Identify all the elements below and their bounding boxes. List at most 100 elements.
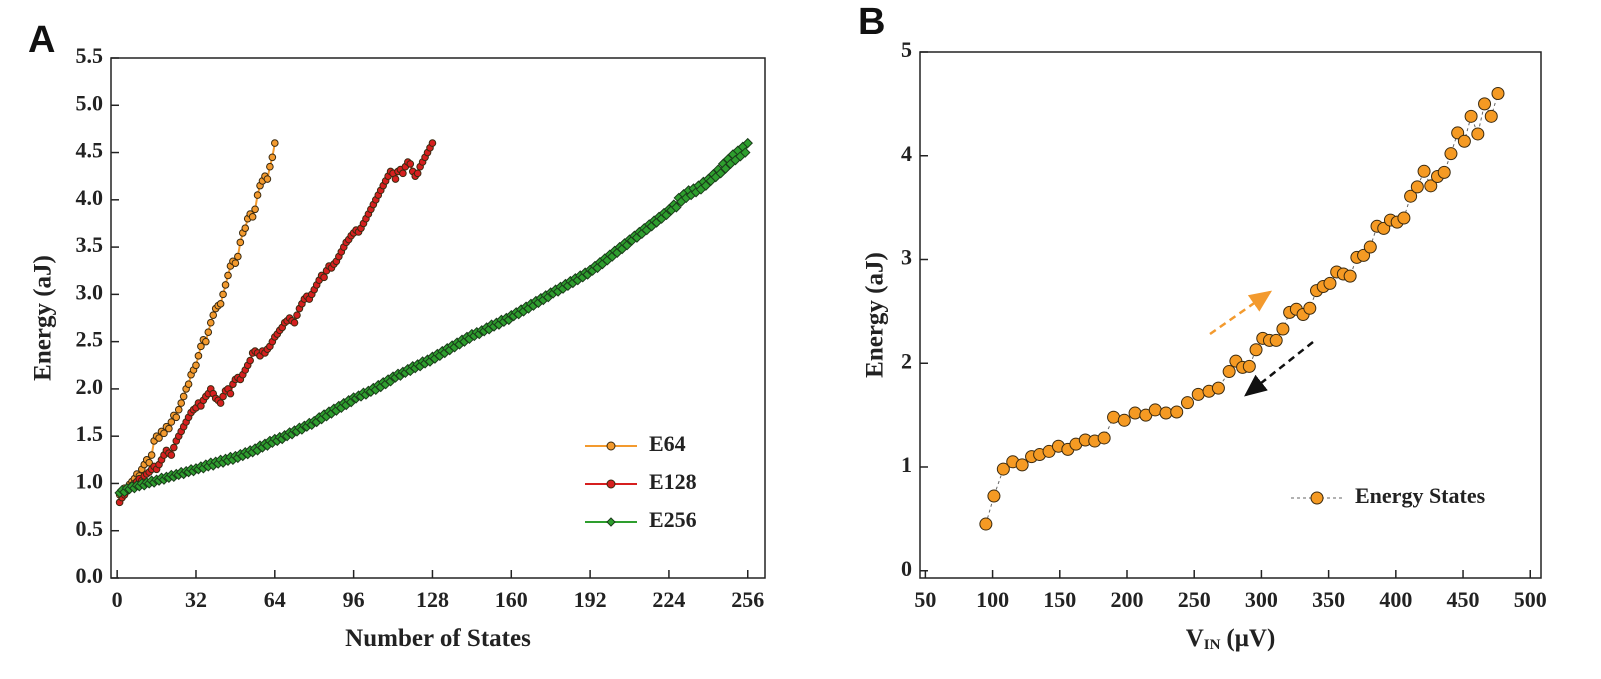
data-point bbox=[1303, 301, 1317, 315]
y-tick-label: 1.5 bbox=[76, 421, 104, 446]
data-point bbox=[167, 451, 176, 459]
data-point bbox=[160, 429, 168, 438]
data-point bbox=[184, 380, 193, 388]
data-point bbox=[1170, 405, 1184, 419]
data-point bbox=[1404, 189, 1418, 203]
data-point bbox=[177, 399, 186, 407]
data-point bbox=[224, 271, 232, 280]
data-point bbox=[293, 311, 301, 319]
data-point bbox=[216, 399, 225, 407]
data-point bbox=[1276, 322, 1290, 336]
panel-label: A bbox=[28, 19, 55, 61]
data-point bbox=[1343, 269, 1357, 283]
data-point bbox=[236, 238, 245, 247]
data-point bbox=[987, 489, 1001, 503]
data-point bbox=[202, 337, 210, 346]
x-axis-label: VIN (μV) bbox=[1186, 625, 1276, 654]
data-point bbox=[172, 413, 181, 422]
data-point bbox=[1097, 431, 1111, 445]
data-point bbox=[155, 434, 163, 442]
data-point bbox=[1211, 381, 1225, 395]
data-point bbox=[1410, 180, 1424, 194]
data-point bbox=[167, 418, 176, 426]
data-point bbox=[145, 458, 153, 467]
data-point bbox=[1478, 97, 1492, 111]
data-point bbox=[1471, 127, 1485, 141]
x-tick-label: 160 bbox=[495, 587, 528, 612]
data-point bbox=[1222, 365, 1236, 379]
x-axis-label-main: V bbox=[1186, 625, 1204, 652]
x-axis-label-sub: IN bbox=[1204, 637, 1221, 653]
x-tick-label: 224 bbox=[652, 587, 685, 612]
x-tick-label: 300 bbox=[1245, 587, 1278, 612]
x-tick-label: 200 bbox=[1111, 587, 1144, 612]
y-tick-label: 5 bbox=[901, 37, 912, 62]
data-point bbox=[194, 352, 203, 360]
y-tick-label: 5.5 bbox=[76, 43, 104, 68]
data-point bbox=[174, 405, 183, 414]
legend-label: E256 bbox=[649, 507, 697, 532]
x-tick-label: 350 bbox=[1312, 587, 1345, 612]
y-tick-label: 2 bbox=[901, 348, 912, 373]
data-point bbox=[406, 160, 415, 168]
data-point bbox=[1444, 147, 1458, 161]
data-point bbox=[742, 137, 753, 149]
data-point bbox=[1484, 109, 1498, 123]
data-point bbox=[209, 311, 218, 319]
data-point bbox=[1191, 387, 1205, 401]
legend-label: E128 bbox=[649, 469, 697, 494]
y-tick-label: 5.0 bbox=[76, 90, 104, 115]
data-point bbox=[241, 224, 250, 232]
data-point bbox=[266, 162, 274, 171]
x-tick-label: 0 bbox=[112, 587, 123, 612]
data-point bbox=[271, 139, 279, 147]
x-tick-label: 250 bbox=[1178, 587, 1211, 612]
y-tick-label: 1 bbox=[901, 452, 912, 477]
data-point bbox=[979, 517, 993, 531]
sweep-up-arrow bbox=[1209, 290, 1273, 336]
data-point bbox=[1437, 165, 1451, 179]
x-tick-label: 128 bbox=[416, 587, 449, 612]
legend-marker bbox=[606, 441, 616, 451]
y-tick-label: 2.5 bbox=[76, 327, 104, 352]
x-tick-label: 50 bbox=[914, 587, 936, 612]
y-tick-label: 4 bbox=[901, 141, 912, 166]
x-axis-label: Number of States bbox=[345, 625, 531, 652]
series-line bbox=[985, 93, 1499, 525]
y-axis-label: Energy (aJ) bbox=[30, 255, 57, 381]
data-point bbox=[1148, 403, 1162, 417]
data-point bbox=[263, 175, 272, 183]
legend-label: E64 bbox=[649, 431, 686, 456]
data-point bbox=[204, 328, 213, 336]
legend-marker bbox=[1310, 491, 1324, 505]
plot-frame bbox=[110, 57, 766, 579]
data-point bbox=[197, 342, 205, 351]
y-tick-label: 3.5 bbox=[76, 232, 104, 257]
data-point bbox=[234, 252, 242, 261]
data-point bbox=[1159, 406, 1173, 420]
legend-label: Energy States bbox=[1355, 483, 1486, 508]
x-axis-label-main: Number of States bbox=[345, 625, 531, 652]
data-point bbox=[147, 451, 156, 459]
data-point bbox=[740, 147, 751, 158]
data-point bbox=[1424, 179, 1438, 193]
data-point bbox=[1015, 458, 1029, 472]
data-point bbox=[268, 153, 277, 162]
data-point bbox=[1417, 164, 1431, 178]
data-point bbox=[1457, 134, 1471, 148]
data-point bbox=[192, 361, 200, 370]
y-tick-label: 0.5 bbox=[76, 516, 104, 541]
data-point bbox=[290, 318, 299, 327]
data-point bbox=[671, 202, 682, 213]
data-point bbox=[996, 462, 1010, 476]
data-point bbox=[248, 213, 257, 221]
data-point bbox=[251, 205, 259, 214]
y-tick-label: 4.0 bbox=[76, 185, 104, 210]
legend-marker bbox=[606, 479, 616, 489]
data-point bbox=[1397, 211, 1411, 225]
data-point bbox=[413, 169, 422, 178]
data-point bbox=[206, 318, 215, 327]
plot-frame bbox=[919, 51, 1542, 579]
data-point bbox=[1323, 276, 1337, 290]
data-point bbox=[1491, 86, 1505, 100]
